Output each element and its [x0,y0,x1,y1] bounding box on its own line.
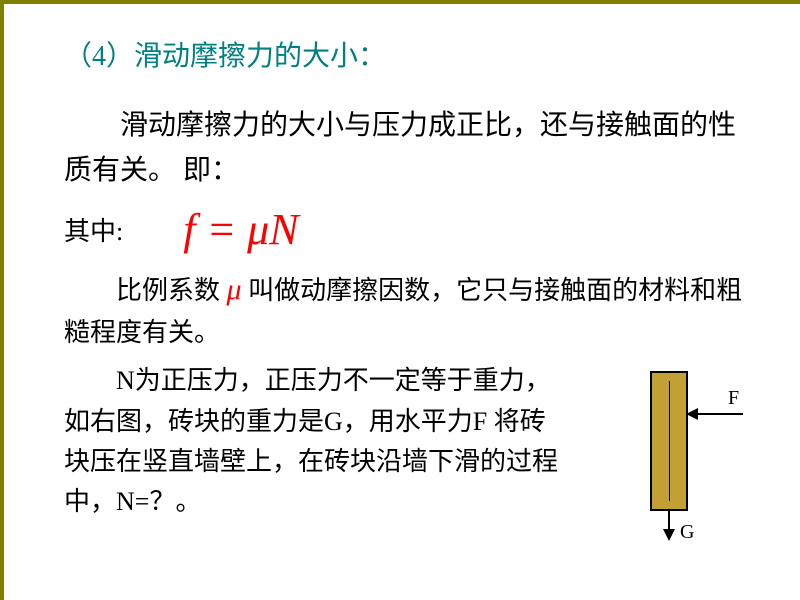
mu-para-pre: 比例系数 [116,276,227,305]
slide-frame: （4）滑动摩擦力的大小： 滑动摩擦力的大小与压力成正比，还与接触面的性质有关。 … [0,0,800,600]
formula-eq: = [195,205,247,254]
brick-diagram: F G [580,371,750,541]
section-heading: （4）滑动摩擦力的大小： [64,34,750,74]
force-label-G: G [680,521,694,544]
intro-paragraph: 滑动摩擦力的大小与压力成正比，还与接触面的性质有关。 即： [64,104,750,194]
formula-rhs: μN [247,205,298,254]
mu-symbol: μ [227,273,242,306]
force-arrow-F [688,413,743,415]
brick-shape [650,371,688,511]
lower-row: N为正压力，正压力不一定等于重力，如右图，砖块的重力是G，用水平力F 将砖块压在… [64,361,750,541]
formula-row: 其中: f = μN [64,204,750,255]
formula-lhs: f [183,205,195,254]
force-arrow-G [668,511,670,539]
friction-formula: f = μN [183,204,298,255]
prefix-label: 其中: [64,211,123,248]
mu-paragraph: 比例系数 μ 叫做动摩擦因数，它只与接触面的材料和粗糙程度有关。 [64,267,750,354]
n-paragraph: N为正压力，正压力不一定等于重力，如右图，砖块的重力是G，用水平力F 将砖块压在… [64,361,560,522]
brick-center-line [669,381,670,501]
force-label-F: F [728,387,739,410]
